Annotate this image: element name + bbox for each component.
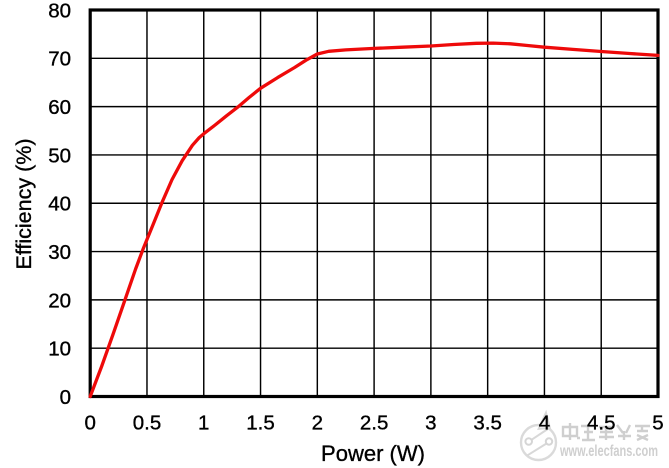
svg-text:3: 3 <box>425 411 436 434</box>
svg-text:40: 40 <box>48 193 71 216</box>
svg-text:www.elecfans.com: www.elecfans.com <box>559 443 658 460</box>
svg-text:4.5: 4.5 <box>587 411 616 434</box>
svg-text:5: 5 <box>652 411 663 434</box>
svg-text:1.5: 1.5 <box>246 411 275 434</box>
svg-text:4: 4 <box>539 411 550 434</box>
svg-text:60: 60 <box>48 96 71 119</box>
svg-text:30: 30 <box>48 241 71 264</box>
svg-text:70: 70 <box>48 48 71 71</box>
svg-text:20: 20 <box>48 289 71 312</box>
svg-text:0: 0 <box>84 411 95 434</box>
svg-text:Power (W): Power (W) <box>321 441 425 466</box>
svg-text:80: 80 <box>48 0 71 22</box>
svg-text:50: 50 <box>48 144 71 167</box>
svg-text:2: 2 <box>312 411 323 434</box>
svg-text:Efficiency (%): Efficiency (%) <box>12 138 36 269</box>
svg-text:10: 10 <box>48 338 71 361</box>
svg-text:0: 0 <box>60 386 71 409</box>
svg-text:3.5: 3.5 <box>473 411 502 434</box>
svg-text:0.5: 0.5 <box>133 411 162 434</box>
svg-text:1: 1 <box>198 411 209 434</box>
svg-text:2.5: 2.5 <box>360 411 389 434</box>
